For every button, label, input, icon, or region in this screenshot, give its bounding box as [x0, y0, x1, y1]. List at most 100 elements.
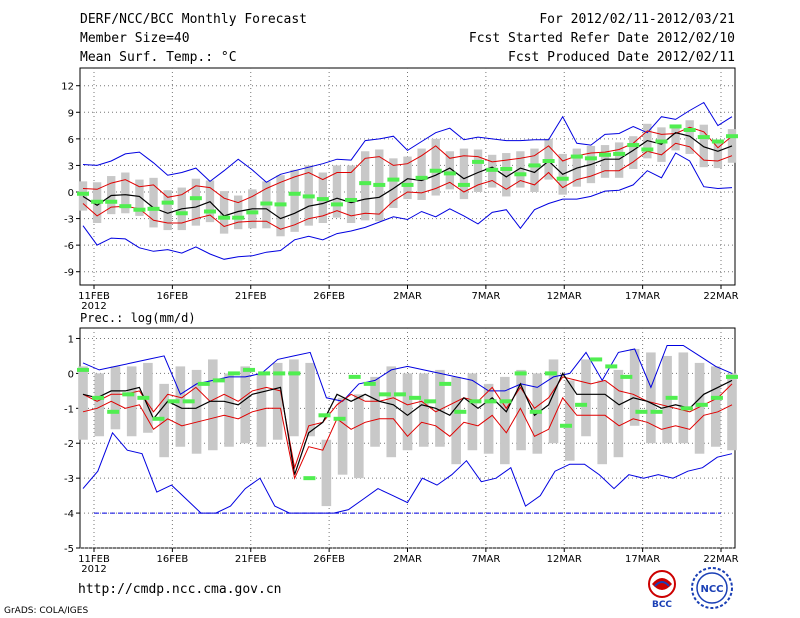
spread-box [175, 366, 186, 447]
x-tick-label: 11FEB [78, 554, 110, 565]
spread-box [671, 126, 680, 151]
spread-box [224, 373, 234, 447]
spread-box [289, 359, 299, 437]
series-mean-line [82, 132, 733, 220]
chart-title: DERF/NCC/BCC Monthly Forecast [80, 12, 307, 27]
spread-box [305, 362, 315, 437]
bcc-logo: BCC [648, 570, 676, 610]
spread-box [699, 124, 708, 168]
x-year-label: 2012 [81, 564, 106, 575]
series-min-line [82, 152, 733, 260]
x-tick-label: 22MAR [703, 291, 738, 302]
panel-precipitation: Prec.: log(mm/d) 1 0 -1 -2 -3 -4 -5 11FEB 16FEB 21… [64, 311, 739, 575]
spread-box [256, 373, 267, 447]
spread-box [149, 177, 158, 228]
spread-box [431, 138, 440, 196]
spread-box [126, 366, 137, 437]
spread-box [78, 181, 88, 211]
x-year-label: 2012 [81, 301, 106, 312]
y-tick-label: 12 [61, 82, 74, 93]
spread-box [467, 373, 478, 451]
x-tick-label: 7MAR [471, 291, 500, 302]
x-tick-label: 17MAR [625, 554, 660, 565]
spread-box [548, 359, 559, 444]
spread-box [629, 348, 640, 426]
spread-box [208, 359, 218, 451]
spread-box [403, 156, 412, 200]
spread-box [694, 362, 705, 454]
spread-box [713, 140, 723, 169]
x-tick-label: 21FEB [235, 554, 267, 565]
spread-box [516, 151, 525, 188]
spread-box [272, 362, 283, 440]
spread-box [234, 195, 243, 230]
source-url[interactable]: http://cmdp.ncc.cma.gov.cn [78, 582, 282, 597]
member-size: Member Size=40 [80, 31, 190, 46]
spread-box [500, 376, 510, 465]
spread-box [685, 120, 694, 154]
y-tick-label: -2 [64, 439, 74, 450]
ncc-logo: NCC [691, 567, 733, 609]
spread-box [445, 151, 455, 190]
series-spread-high-line [82, 126, 733, 204]
y-tick-label: 9 [68, 108, 74, 119]
series-max-line [82, 101, 733, 183]
spread-box [435, 369, 445, 447]
spread-box [240, 366, 251, 444]
spread-box [459, 148, 469, 200]
y-tick-label: 6 [68, 135, 74, 146]
spread-box [389, 158, 398, 208]
spread-box [629, 136, 638, 169]
y-tick-label: -3 [64, 474, 74, 485]
spread-box [370, 376, 380, 447]
spread-box [354, 394, 364, 479]
x-tick-label: 26FEB [313, 291, 345, 302]
spread-box [290, 169, 299, 232]
spread-box [473, 149, 483, 192]
series-mean-line [82, 372, 733, 475]
x-tick-label: 12MAR [547, 554, 582, 565]
spread-box [163, 190, 172, 231]
spread-box [78, 366, 88, 440]
spread-box [727, 373, 737, 451]
svg-text:BCC: BCC [652, 600, 672, 610]
x-tick-label: 11FEB [78, 291, 110, 302]
spread-box [135, 179, 144, 216]
spread-box [110, 366, 121, 430]
x-tick-label: 21FEB [235, 291, 267, 302]
x-tick-label: 2MAR [393, 291, 422, 302]
x-tick-label: 26FEB [313, 554, 345, 565]
spread-box [564, 380, 575, 461]
spread-box [613, 369, 624, 458]
spread-box [346, 165, 356, 223]
spread-box [191, 178, 201, 226]
forecast-period: For 2012/02/11-2012/03/21 [539, 12, 735, 27]
spread-box [402, 373, 413, 451]
series-max-line [82, 345, 733, 402]
y-tick-label: -4 [64, 509, 74, 520]
x-tick-label: 7MAR [471, 554, 500, 565]
spread-box [483, 383, 494, 454]
spread-box [600, 145, 610, 178]
series-spread-low-line [82, 396, 733, 480]
spread-box [502, 153, 511, 197]
spread-box [321, 439, 332, 507]
spread-box [581, 359, 591, 437]
svg-text:NCC: NCC [700, 584, 723, 595]
spread-box [337, 397, 348, 475]
y-tick-label: -5 [64, 544, 74, 555]
series-spread-high-line [82, 376, 733, 470]
panel-temperature: 12 9 6 3 0 -3 -6 -9 11FEB 16FEB 21FEB 26FEB 2MAR 7MAR… [61, 67, 739, 312]
spread-box [451, 376, 461, 465]
y-tick-label: -1 [64, 404, 74, 415]
variable-label: Mean Surf. Temp.: °C [80, 50, 237, 65]
spread-box [94, 373, 105, 437]
x-tick-label: 12MAR [547, 291, 582, 302]
spread-box [417, 148, 426, 200]
y-tick-label: -6 [64, 241, 74, 252]
x-tick-label: 16FEB [157, 554, 189, 565]
start-date: Fcst Started Refer Date 2012/02/10 [468, 31, 735, 46]
spread-box [646, 352, 656, 444]
spread-box [360, 151, 370, 221]
spread-box [191, 369, 202, 454]
